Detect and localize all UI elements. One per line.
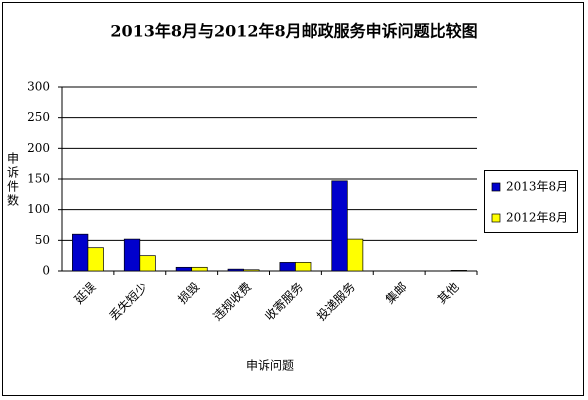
legend-label: 2013年8月 — [506, 180, 568, 194]
legend-label: 2012年8月 — [506, 211, 568, 225]
bar — [72, 233, 89, 272]
y-tick-label: 300 — [27, 80, 50, 94]
bar — [227, 268, 244, 272]
legend-swatch — [491, 213, 501, 223]
bar — [295, 262, 312, 272]
y-axis-label: 申诉件数 — [6, 152, 20, 208]
y-tick-label: 50 — [35, 233, 50, 247]
bar — [139, 255, 156, 272]
chart-title: 2013年8月与2012年8月邮政服务申诉问题比较图 — [110, 22, 477, 41]
y-tick-label: 0 — [42, 264, 50, 278]
x-axis-label: 申诉问题 — [246, 359, 294, 373]
bar — [243, 269, 260, 272]
bar — [123, 238, 141, 272]
bar — [346, 238, 364, 272]
bar — [191, 266, 208, 272]
bar — [279, 262, 296, 272]
y-tick-label: 200 — [27, 141, 50, 155]
y-tick-label: 100 — [27, 202, 50, 216]
legend-swatch — [491, 182, 501, 192]
y-axis-label: 申诉件数 — [6, 152, 20, 208]
bar — [450, 270, 467, 272]
y-tick-label: 250 — [27, 110, 50, 124]
bar — [87, 247, 104, 272]
y-tick-label: 150 — [27, 172, 50, 186]
bar — [175, 266, 193, 272]
bar — [331, 180, 348, 272]
